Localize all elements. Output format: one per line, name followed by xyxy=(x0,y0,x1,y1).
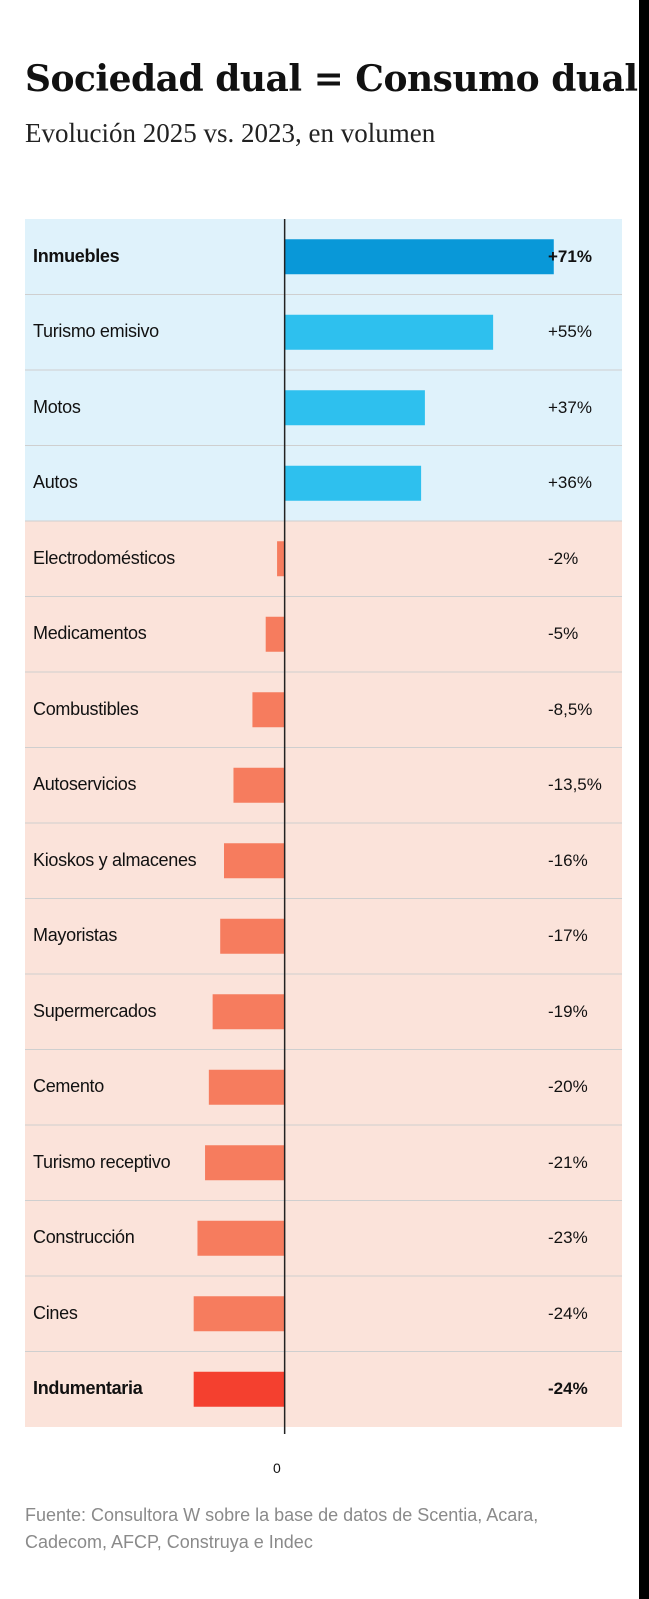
value-label-mayoristas: -17% xyxy=(548,926,588,946)
category-label-mayoristas: Mayoristas xyxy=(33,925,118,946)
category-label-supermercados: Supermercados xyxy=(33,1000,157,1021)
bar-cemento xyxy=(208,1069,285,1105)
bar-indumentaria xyxy=(193,1371,285,1407)
bar-autoservicios xyxy=(233,767,285,803)
row-background xyxy=(25,747,622,823)
category-label-inmuebles: Inmuebles xyxy=(33,245,120,266)
value-label-combustibles: -8,5% xyxy=(548,699,593,719)
value-label-medicamentos: -5% xyxy=(548,624,579,644)
row-background xyxy=(25,521,622,597)
row-background xyxy=(25,1276,622,1352)
bar-kioskos-y-almacenes xyxy=(224,843,285,879)
value-label-construccion: -23% xyxy=(548,1228,588,1248)
bar-construccion xyxy=(197,1220,285,1256)
chart-subtitle: Evolución 2025 vs. 2023, en volumen xyxy=(25,118,436,148)
category-label-cemento: Cemento xyxy=(33,1076,104,1097)
category-label-electrodomesticos: Electrodomésticos xyxy=(33,547,175,568)
bar-chart: Inmuebles +71% Turismo emisivo +55% Motos +37… xyxy=(25,219,622,1452)
row-background xyxy=(25,1125,622,1201)
value-label-electrodomesticos: -2% xyxy=(548,548,579,568)
bar-autos xyxy=(284,465,422,501)
bar-cines xyxy=(193,1296,285,1332)
row-background xyxy=(25,1049,622,1125)
row-background xyxy=(25,1351,622,1427)
category-label-combustibles: Combustibles xyxy=(33,698,139,719)
value-label-autoservicios: -13,5% xyxy=(548,775,602,795)
value-label-motos: +37% xyxy=(548,397,592,417)
category-label-turismo-emisivo: Turismo emisivo xyxy=(33,321,159,342)
zero-tick-label: 0 xyxy=(273,1460,281,1476)
source-note: Fuente: Consultora W sobre la base de da… xyxy=(25,1505,539,1552)
category-label-cines: Cines xyxy=(33,1302,78,1323)
row-background xyxy=(25,596,622,672)
chart-title: Sociedad dual = Consumo dual xyxy=(25,58,638,100)
category-label-autoservicios: Autoservicios xyxy=(33,774,137,795)
bar-turismo-emisivo xyxy=(284,314,494,350)
value-label-kioskos-y-almacenes: -16% xyxy=(548,850,588,870)
bar-inmuebles xyxy=(284,239,554,275)
category-label-autos: Autos xyxy=(33,472,78,493)
category-label-motos: Motos xyxy=(33,396,81,417)
bar-combustibles xyxy=(252,692,285,728)
category-label-construccion: Construcción xyxy=(33,1227,135,1248)
value-label-cemento: -20% xyxy=(548,1077,588,1097)
row-background xyxy=(25,974,622,1050)
value-label-turismo-emisivo: +55% xyxy=(548,322,592,342)
value-label-inmuebles: +71% xyxy=(548,246,592,266)
category-label-medicamentos: Medicamentos xyxy=(33,623,147,644)
value-label-cines: -24% xyxy=(548,1303,588,1323)
bar-mayoristas xyxy=(220,918,285,954)
bar-turismo-receptivo xyxy=(205,1145,285,1181)
category-label-turismo-receptivo: Turismo receptivo xyxy=(33,1151,171,1172)
row-background xyxy=(25,1200,622,1276)
value-label-indumentaria: -24% xyxy=(548,1379,588,1399)
bar-medicamentos xyxy=(265,616,285,652)
row-background xyxy=(25,898,622,974)
value-label-turismo-receptivo: -21% xyxy=(548,1152,588,1172)
category-label-indumentaria: Indumentaria xyxy=(33,1378,143,1399)
category-label-kioskos-y-almacenes: Kioskos y almacenes xyxy=(33,849,197,870)
bar-electrodomesticos xyxy=(277,541,285,577)
bar-motos xyxy=(284,390,425,426)
bar-supermercados xyxy=(212,994,285,1030)
value-label-autos: +36% xyxy=(548,473,592,493)
right-edge-border xyxy=(639,0,649,1599)
value-label-supermercados: -19% xyxy=(548,1001,588,1021)
row-background xyxy=(25,823,622,899)
row-background xyxy=(25,672,622,748)
bar-chart-plot xyxy=(25,219,622,1434)
